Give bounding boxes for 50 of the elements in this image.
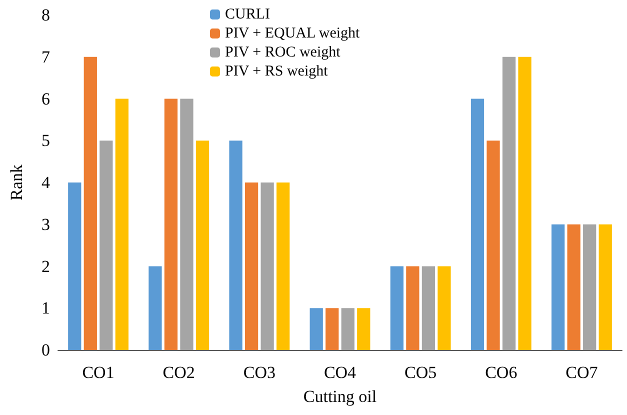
y-tick-label: 3 <box>42 214 50 234</box>
bar <box>196 140 210 350</box>
bar <box>84 56 97 350</box>
bar <box>406 266 420 350</box>
x-axis-title: Cutting oil <box>303 387 377 406</box>
legend-label: PIV + EQUAL weight <box>225 26 361 42</box>
bar <box>438 266 451 350</box>
bar <box>148 266 162 350</box>
legend-label: PIV + ROC weight <box>225 44 342 60</box>
legend-label: PIV + RS weight <box>225 64 329 80</box>
bar <box>68 182 82 350</box>
x-tick-label: CO1 <box>82 363 114 382</box>
bar <box>326 308 339 350</box>
bar <box>341 308 354 350</box>
bar <box>115 98 128 350</box>
y-tick-label: 0 <box>42 340 50 360</box>
bar <box>583 224 596 350</box>
bar <box>260 182 274 350</box>
bar <box>518 56 532 350</box>
bar <box>486 140 500 350</box>
y-tick-label: 7 <box>42 47 50 66</box>
bar <box>470 98 484 350</box>
bar <box>502 56 516 350</box>
x-tick-label: CO2 <box>162 363 195 382</box>
y-tick-label: 5 <box>42 131 50 150</box>
bar <box>390 266 404 350</box>
bar <box>180 98 194 350</box>
bar <box>567 224 580 350</box>
x-tick-label: CO5 <box>404 363 437 382</box>
x-tick-label: CO3 <box>243 363 276 382</box>
x-tick-label: CO6 <box>485 363 518 382</box>
bar <box>357 308 370 350</box>
x-tick-label: CO4 <box>324 363 357 382</box>
bar <box>276 182 290 350</box>
y-tick-label: 4 <box>42 173 50 192</box>
y-tick-label: 6 <box>42 89 50 108</box>
y-tick-label: 8 <box>42 6 50 24</box>
bar <box>229 140 242 350</box>
bar <box>552 224 565 350</box>
y-tick-label: 2 <box>42 256 50 276</box>
bar <box>244 182 258 350</box>
y-axis-title: Rank <box>7 164 26 200</box>
bar <box>164 98 178 350</box>
bar <box>598 224 612 350</box>
bar <box>100 140 113 350</box>
bar <box>310 308 323 350</box>
bar <box>422 266 436 350</box>
legend-label: CURLI <box>225 6 270 22</box>
y-tick-label: 1 <box>42 298 50 318</box>
x-tick-label: CO7 <box>566 363 598 382</box>
